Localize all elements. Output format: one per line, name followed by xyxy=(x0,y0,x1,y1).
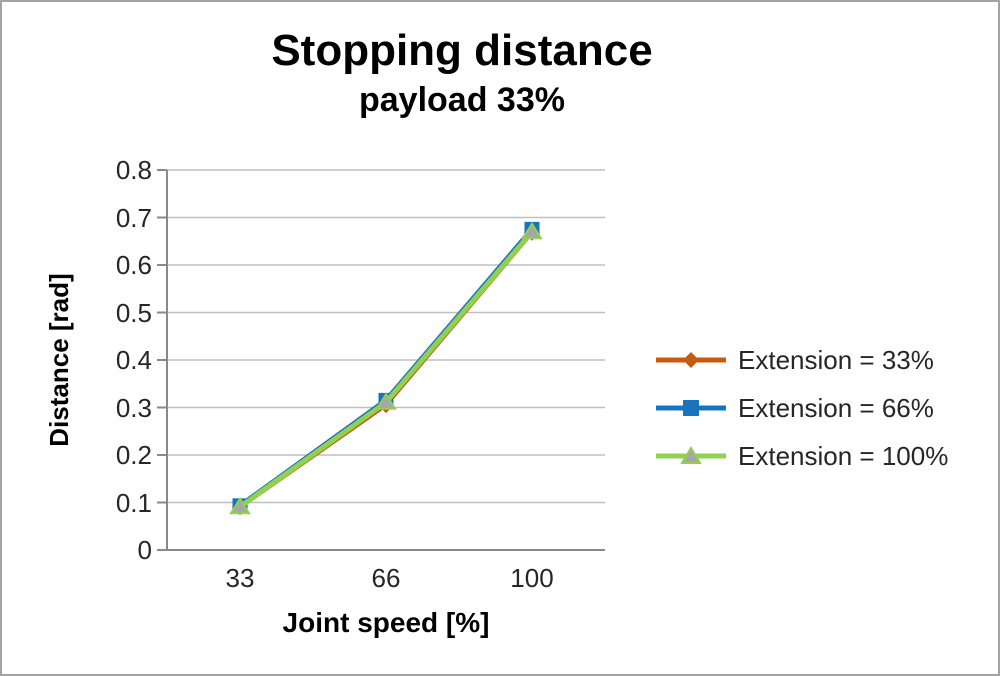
legend-marker-icon xyxy=(656,352,726,368)
series-marker-triangle xyxy=(229,496,251,515)
series-marker-triangle xyxy=(375,392,397,410)
legend: Extension = 33% Extension = 66% Extension … xyxy=(654,336,948,480)
x-tick-label: 66 xyxy=(371,563,401,593)
x-tick-label: 100 xyxy=(510,563,554,593)
legend-label: Extension = 66% xyxy=(738,392,934,423)
legend-item: Extension = 33% xyxy=(654,336,948,384)
y-tick-label: 0.7 xyxy=(115,202,152,233)
legend-label: Extension = 100% xyxy=(738,440,949,471)
legend-marker-icon xyxy=(656,400,726,416)
legend-marker-icon xyxy=(656,446,726,464)
chart-subtitle: payload 33% xyxy=(359,81,565,119)
legend-item: Extension = 100% xyxy=(654,432,948,480)
x-axis-title: Joint speed [%] xyxy=(282,607,490,638)
series-line xyxy=(237,229,535,510)
chart-title: Stopping distance xyxy=(271,26,653,75)
series-marker-triangle xyxy=(521,221,543,240)
y-tick-label: 0.1 xyxy=(115,487,152,518)
series-line xyxy=(237,226,535,509)
y-tick-label: 0 xyxy=(137,535,152,565)
y-tick-label: 0.3 xyxy=(115,392,152,423)
legend-label: Extension = 33% xyxy=(738,344,934,375)
y-tick-label: 0.5 xyxy=(115,297,152,328)
x-tick-label: 33 xyxy=(225,563,255,593)
y-tick-label: 0.6 xyxy=(115,250,152,280)
y-tick-label: 0.2 xyxy=(115,440,152,470)
y-tick-label: 0.8 xyxy=(115,155,152,185)
y-tick-label: 0.4 xyxy=(115,345,152,375)
series-line xyxy=(238,230,534,510)
legend-item: Extension = 66% xyxy=(654,384,948,432)
